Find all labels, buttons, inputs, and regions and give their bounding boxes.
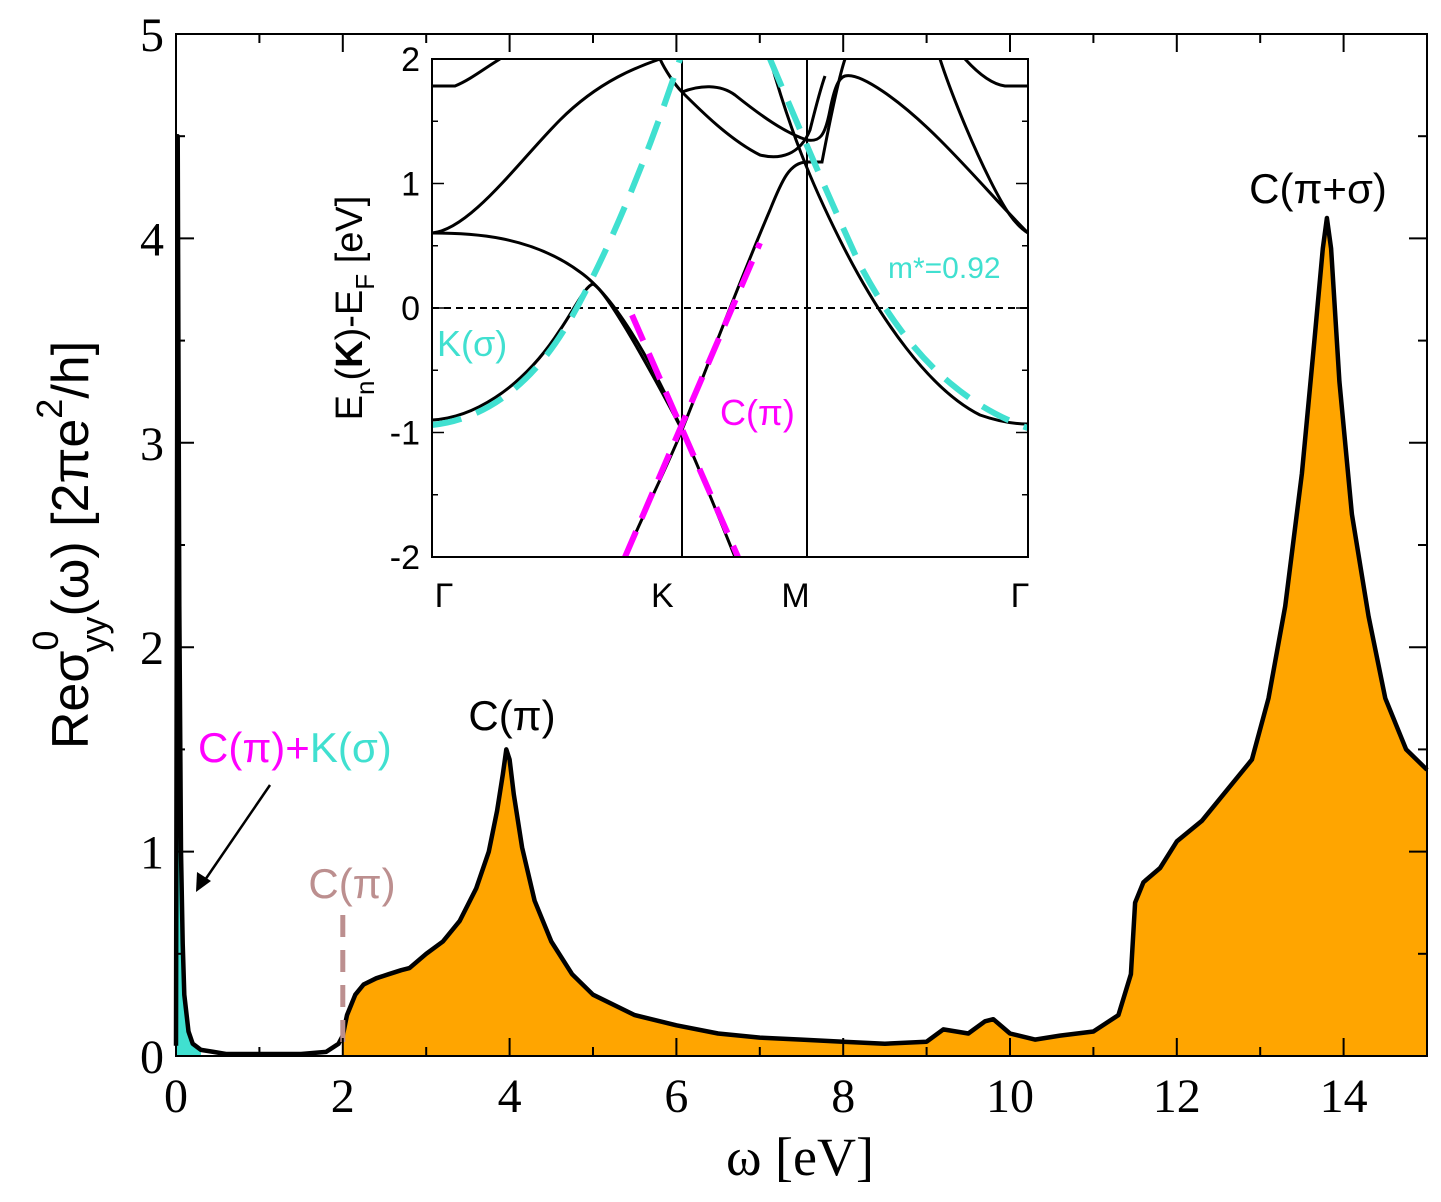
peak-label-c-pi-sigma: C(π+σ) bbox=[1249, 165, 1387, 212]
y-label-omega: (ω) [2πe bbox=[42, 419, 100, 617]
drude-peak-area bbox=[176, 136, 202, 1056]
y-tick-label: 1 bbox=[140, 827, 164, 880]
x-tick-label: 2 bbox=[331, 1070, 355, 1123]
y-tick-label: 4 bbox=[140, 213, 164, 266]
inset-y-tick-label: -2 bbox=[390, 539, 420, 577]
x-tick-label: 0 bbox=[164, 1070, 188, 1123]
y-label-re: Reσ bbox=[42, 651, 100, 750]
x-tick-label: 14 bbox=[1320, 1070, 1368, 1123]
y-tick-label: 5 bbox=[140, 9, 164, 62]
band-upper-c bbox=[680, 75, 827, 159]
band-right-d bbox=[938, 59, 1028, 235]
band-sigma-upper bbox=[432, 59, 661, 235]
dirac-fit-up bbox=[622, 241, 763, 557]
x-tick-label: 10 bbox=[986, 1070, 1034, 1123]
main-x-tick-labels: 0 2 4 6 8 10 12 14 bbox=[164, 1070, 1368, 1123]
inset-y-tick-label: -1 bbox=[390, 415, 420, 453]
drude-label: C(π)+K(σ) bbox=[198, 724, 392, 771]
peak-label-c-pi: C(π) bbox=[468, 692, 555, 739]
inset-y-label-rest: ( bbox=[329, 367, 371, 380]
inset-y-label-f: F bbox=[350, 274, 380, 290]
x-axis-label: ω [eV] bbox=[726, 1127, 874, 1187]
k-sigma-fit bbox=[432, 59, 683, 428]
magenta-fits bbox=[622, 241, 763, 557]
m-star-fit bbox=[767, 59, 1028, 431]
inset-y-label-e: E bbox=[329, 395, 371, 420]
x-tick-label: 8 bbox=[831, 1070, 855, 1123]
dirac-fit-down bbox=[629, 313, 741, 557]
inset-y-tick-labels: -2 -1 0 1 2 bbox=[390, 41, 420, 577]
drude-arrow-line bbox=[203, 784, 272, 881]
y-label-h: /h] bbox=[42, 341, 100, 399]
drude-label-k-sigma: K(σ) bbox=[310, 724, 392, 771]
band-gamma-top-right bbox=[963, 59, 1028, 88]
x-tick-label: 12 bbox=[1153, 1070, 1201, 1123]
y-tick-label: 3 bbox=[140, 418, 164, 471]
inset-x-tick-label: Γ bbox=[435, 577, 454, 615]
inset-y-label: En(K)-EF [eV] bbox=[329, 196, 380, 421]
y-label-sup: 0 bbox=[25, 631, 66, 651]
gap-label-c-pi: C(π) bbox=[308, 860, 395, 907]
inset-y-label-unit: [eV] bbox=[329, 196, 371, 274]
inset-label-k-sigma: K(σ) bbox=[437, 323, 507, 364]
drude-arrow-head bbox=[196, 872, 211, 892]
inset-x-tick-label: K bbox=[651, 577, 674, 615]
conductivity-curve bbox=[173, 133, 1429, 1057]
y-axis-label: Reσ0 yy(ω) [2πe2/h] bbox=[25, 341, 114, 749]
main-ticks bbox=[175, 33, 1428, 1057]
inset-label-c-pi: C(π) bbox=[720, 392, 795, 433]
inset-label-m-star: m*=0.92 bbox=[888, 252, 1001, 285]
inset-y-tick-label: 1 bbox=[401, 166, 420, 204]
inset-y-label-n: n bbox=[350, 380, 380, 394]
inset-x-tick-label: M bbox=[781, 577, 809, 615]
cyan-fits bbox=[432, 59, 1028, 431]
y-tick-label: 2 bbox=[140, 622, 164, 675]
band-m-gamma-parabola bbox=[768, 59, 1028, 426]
inset-x-tick-label: Γ bbox=[1011, 577, 1030, 615]
inset-y-label-rest2: )-E bbox=[329, 290, 371, 341]
band-gamma-top bbox=[432, 59, 501, 88]
inset-y-tick-label: 2 bbox=[401, 41, 420, 79]
x-tick-label: 6 bbox=[664, 1070, 688, 1123]
inset-curves bbox=[432, 59, 1028, 557]
inset-y-label-k: K bbox=[329, 340, 371, 368]
x-tick-label: 4 bbox=[498, 1070, 522, 1123]
y-tick-label: 0 bbox=[140, 1031, 164, 1084]
main-y-tick-labels: 0 1 2 3 4 5 bbox=[140, 9, 164, 1084]
inset-y-tick-label: 0 bbox=[401, 290, 420, 328]
drude-label-c-pi: C(π)+ bbox=[198, 724, 310, 771]
inset-ticks bbox=[432, 58, 1028, 558]
y-label-sup2: 2 bbox=[29, 399, 70, 419]
y-label-sub: yy bbox=[73, 617, 114, 653]
band-upper-b bbox=[658, 59, 1028, 235]
